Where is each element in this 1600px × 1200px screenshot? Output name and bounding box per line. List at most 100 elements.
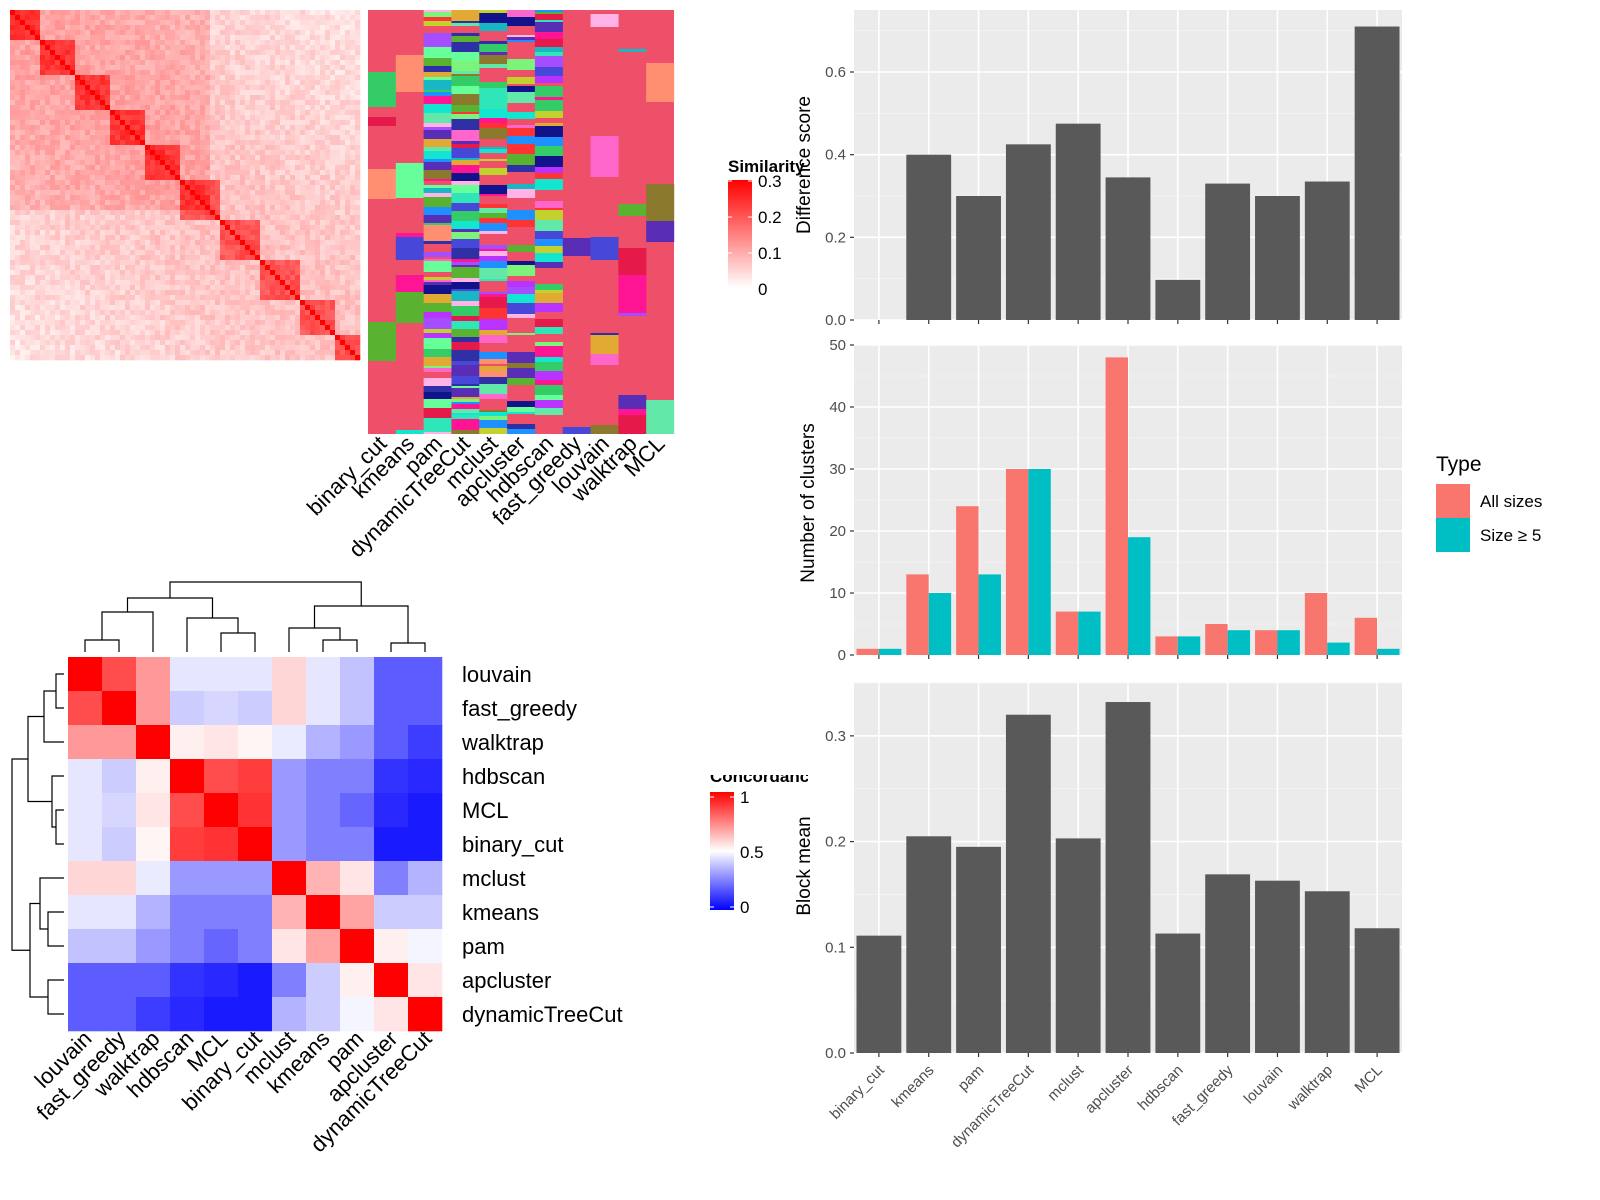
similarity-cell (15, 235, 21, 241)
similarity-cell (215, 120, 221, 126)
similarity-cell (255, 155, 261, 161)
similarity-cell (100, 285, 106, 291)
similarity-cell (30, 315, 36, 321)
similarity-cell (245, 180, 251, 186)
similarity-cell (290, 315, 296, 321)
similarity-cell (130, 160, 136, 166)
similarity-cell (245, 25, 251, 31)
similarity-cell (25, 290, 31, 296)
similarity-cell (180, 40, 186, 46)
similarity-cell (20, 85, 26, 91)
similarity-cell (130, 305, 136, 311)
similarity-cell (105, 110, 111, 116)
similarity-cell (145, 320, 151, 326)
similarity-cell (130, 90, 136, 96)
similarity-cell (140, 275, 146, 281)
similarity-cell (225, 190, 231, 196)
similarity-cell (355, 215, 361, 221)
similarity-cell (105, 210, 111, 216)
similarity-cell (295, 235, 301, 241)
similarity-cell (295, 200, 301, 206)
similarity-cell (335, 100, 341, 106)
similarity-cell (265, 135, 271, 141)
similarity-cell (20, 55, 26, 61)
similarity-cell (70, 145, 76, 151)
similarity-cell (250, 35, 256, 41)
similarity-cell (10, 95, 16, 101)
similarity-cell (285, 345, 291, 351)
similarity-cell (230, 195, 236, 201)
similarity-cell (330, 215, 336, 221)
similarity-cell (175, 205, 181, 211)
similarity-cell (110, 270, 116, 276)
similarity-cell (240, 170, 246, 176)
similarity-cell (205, 200, 211, 206)
similarity-cell (245, 90, 251, 96)
similarity-cell (350, 165, 356, 171)
similarity-cell (105, 85, 111, 91)
similarity-cell (150, 80, 156, 86)
similarity-cell (350, 285, 356, 291)
similarity-cell (170, 60, 176, 66)
similarity-cell (185, 355, 191, 361)
similarity-cell (355, 165, 361, 171)
similarity-cell (335, 325, 341, 331)
similarity-cell (115, 30, 121, 36)
similarity-cell (100, 140, 106, 146)
similarity-cell (10, 235, 16, 241)
similarity-cell (310, 110, 316, 116)
similarity-cell (235, 15, 241, 21)
similarity-cell (245, 135, 251, 141)
similarity-cell (330, 260, 336, 266)
similarity-cell (75, 200, 81, 206)
similarity-cell (205, 85, 211, 91)
similarity-cell (280, 40, 286, 46)
similarity-cell (75, 325, 81, 331)
similarity-cell (75, 265, 81, 271)
similarity-cell (150, 120, 156, 126)
similarity-cell (140, 245, 146, 251)
similarity-cell (60, 40, 66, 46)
similarity-cell (350, 195, 356, 201)
similarity-cell (35, 190, 41, 196)
similarity-cell (120, 235, 126, 241)
similarity-cell (30, 90, 36, 96)
similarity-cell (145, 350, 151, 356)
similarity-cell (190, 270, 196, 276)
similarity-cell (325, 260, 331, 266)
similarity-cell (35, 310, 41, 316)
similarity-cell (255, 345, 261, 351)
similarity-cell (275, 25, 281, 31)
similarity-cell (255, 355, 261, 361)
similarity-cell (255, 340, 261, 346)
similarity-cell (330, 155, 336, 161)
similarity-cell (80, 350, 86, 356)
similarity-cell (185, 180, 191, 186)
similarity-cell (140, 125, 146, 131)
similarity-cell (40, 150, 46, 156)
similarity-cell (135, 260, 141, 266)
similarity-cell (285, 35, 291, 41)
similarity-cell (290, 325, 296, 331)
annotation-segment (395, 430, 424, 434)
similarity-cell (155, 90, 161, 96)
similarity-cell (55, 290, 61, 296)
similarity-cell (220, 15, 226, 21)
similarity-cell (85, 10, 91, 16)
similarity-cell (250, 280, 256, 286)
similarity-cell (250, 290, 256, 296)
similarity-cell (305, 275, 311, 281)
similarity-cell (140, 80, 146, 86)
similarity-cell (55, 40, 61, 46)
similarity-cell (130, 350, 136, 356)
similarity-cell (295, 30, 301, 36)
similarity-cell (295, 75, 301, 81)
similarity-cell (340, 305, 346, 311)
similarity-cell (40, 25, 46, 31)
similarity-cell (180, 60, 186, 66)
similarity-cell (245, 105, 251, 111)
similarity-cell (70, 35, 76, 41)
similarity-cell (175, 350, 181, 356)
similarity-cell (150, 15, 156, 21)
similarity-cell (10, 230, 16, 236)
